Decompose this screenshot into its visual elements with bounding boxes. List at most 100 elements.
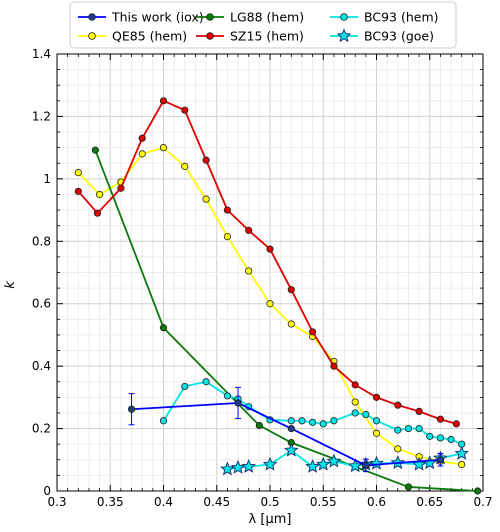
data-point — [308, 418, 317, 426]
data-point — [372, 417, 381, 425]
legend-marker — [206, 32, 214, 40]
y-axis-label: k — [3, 281, 18, 289]
data-point — [454, 445, 469, 460]
data-point — [266, 300, 274, 308]
y-tick-label: 1.4 — [32, 47, 51, 61]
data-point — [298, 417, 306, 425]
data-point — [159, 417, 168, 425]
series-line — [162, 380, 463, 446]
legend-marker — [206, 13, 214, 21]
data-point — [230, 459, 246, 474]
data-point — [159, 324, 168, 332]
data-point — [245, 226, 253, 234]
y-tick-label: 0.8 — [32, 234, 51, 248]
legend-label: SZ15 (hem) — [230, 29, 304, 44]
data-point — [351, 409, 359, 417]
data-point — [287, 424, 295, 433]
x-tick-label: 0.4 — [154, 495, 173, 509]
legend-marker — [340, 13, 348, 21]
data-point — [138, 150, 146, 158]
data-point — [74, 169, 82, 177]
data-point — [220, 461, 235, 476]
x-tick-label: 0.3 — [47, 495, 66, 509]
data-point — [202, 195, 210, 203]
data-point — [362, 461, 370, 470]
data-point — [223, 206, 231, 214]
data-point — [426, 432, 434, 440]
legend-marker — [336, 28, 352, 43]
data-point — [117, 184, 125, 192]
data-point — [319, 420, 327, 428]
data-point — [351, 381, 359, 389]
legend-entry-bc93-goe: BC93 (goe) — [330, 28, 434, 44]
data-point — [404, 424, 413, 433]
series-this-work-iox — [127, 386, 444, 473]
legend-entry-qe85-hem: QE85 (hem) — [78, 29, 187, 44]
x-tick-label: 0.7 — [473, 495, 492, 509]
data-point — [305, 458, 320, 473]
legend-entry-bc93-hem: BC93 (hem) — [330, 10, 439, 25]
data-point — [372, 429, 381, 437]
data-point — [330, 362, 338, 370]
data-point — [372, 393, 381, 401]
legend-label: This work (iox) — [111, 10, 204, 25]
data-point — [362, 410, 370, 419]
data-point — [458, 460, 466, 469]
x-tick-label: 0.55 — [310, 495, 337, 509]
data-point — [287, 417, 295, 425]
series-bc93-goe — [220, 442, 469, 476]
series-lg88-hem — [91, 146, 482, 495]
data-point — [436, 415, 444, 423]
data-point — [330, 417, 338, 425]
data-point — [474, 487, 482, 495]
data-point — [436, 456, 444, 464]
y-tick-label: 0.6 — [32, 297, 51, 311]
data-point — [91, 146, 99, 154]
data-point — [181, 162, 189, 170]
legend-label: BC93 (goe) — [364, 29, 434, 44]
series-line — [94, 149, 478, 492]
x-tick-label: 0.65 — [416, 495, 443, 509]
series-sz15-hem — [74, 97, 460, 428]
legend-entry-lg88-hem: LG88 (hem) — [196, 10, 304, 25]
y-tick-label: 0.4 — [32, 359, 51, 373]
data-point — [436, 434, 444, 442]
x-tick-label: 0.6 — [367, 495, 386, 509]
data-point — [447, 435, 455, 444]
series-layer — [74, 97, 482, 495]
x-tick-label: 0.5 — [260, 495, 279, 509]
data-point — [415, 424, 423, 433]
y-tick-label: 1 — [43, 172, 51, 186]
data-point — [127, 405, 136, 413]
data-point — [241, 458, 256, 473]
data-point — [159, 144, 168, 152]
y-tick-label: 1.2 — [32, 109, 51, 123]
data-point — [452, 420, 460, 428]
x-axis-label: λ [μm] — [249, 512, 292, 527]
data-point — [394, 401, 402, 409]
legend-box — [69, 1, 457, 49]
data-point — [287, 286, 295, 294]
data-point — [369, 455, 384, 470]
data-point — [74, 187, 82, 195]
data-point — [262, 456, 278, 471]
data-point — [326, 453, 342, 468]
x-tick-label: 0.45 — [203, 495, 230, 509]
data-point — [202, 378, 210, 386]
data-point — [181, 382, 189, 391]
data-point — [308, 328, 317, 336]
data-point — [404, 483, 413, 491]
legend: This work (iox) LG88 (hem) BC93 (hem) QE85 … — [69, 1, 457, 49]
legend-marker — [88, 13, 96, 21]
data-point — [315, 456, 331, 471]
legend-marker — [88, 32, 96, 40]
data-point — [415, 407, 423, 416]
data-point — [138, 134, 146, 142]
data-point — [202, 156, 210, 164]
series-qe85-hem — [74, 144, 466, 469]
data-point — [266, 245, 274, 253]
data-point — [223, 392, 231, 400]
legend-entry-this-work-iox: This work (iox) — [78, 10, 204, 25]
